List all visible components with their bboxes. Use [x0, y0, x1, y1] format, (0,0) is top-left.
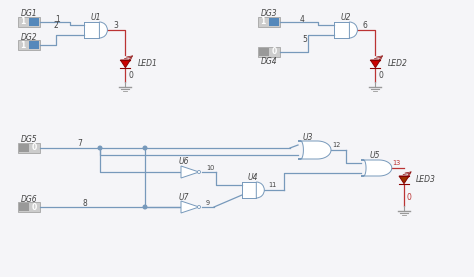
FancyBboxPatch shape: [258, 17, 280, 27]
Polygon shape: [371, 60, 380, 68]
FancyBboxPatch shape: [258, 47, 280, 57]
Text: 1: 1: [21, 40, 26, 50]
Text: 0: 0: [407, 194, 412, 202]
Text: DG4: DG4: [261, 58, 278, 66]
Circle shape: [198, 171, 201, 173]
Circle shape: [143, 205, 147, 209]
Text: 9: 9: [206, 200, 210, 206]
Text: DG5: DG5: [21, 135, 37, 145]
Wedge shape: [100, 22, 108, 38]
Text: 12: 12: [332, 142, 340, 148]
Polygon shape: [298, 141, 331, 159]
Bar: [28, 18, 39, 26]
Text: 7: 7: [78, 140, 82, 148]
Text: 0: 0: [128, 71, 133, 81]
Text: U4: U4: [248, 173, 258, 181]
Polygon shape: [181, 201, 199, 213]
Bar: [19, 144, 29, 152]
Text: DG6: DG6: [21, 194, 37, 204]
Text: DG3: DG3: [261, 9, 278, 19]
Text: DG1: DG1: [21, 9, 37, 19]
Bar: [84, 22, 100, 38]
Bar: [334, 22, 349, 38]
Text: LED1: LED1: [137, 58, 157, 68]
Bar: [19, 203, 29, 211]
Text: 0: 0: [378, 71, 383, 81]
Text: 3: 3: [113, 22, 118, 30]
Text: 0: 0: [32, 202, 37, 212]
Text: 5: 5: [302, 35, 308, 45]
Text: U7: U7: [179, 193, 189, 201]
Text: 1: 1: [21, 17, 26, 27]
Bar: [242, 182, 256, 198]
Bar: [28, 41, 39, 49]
Circle shape: [143, 146, 147, 150]
FancyBboxPatch shape: [18, 202, 40, 212]
Text: LED3: LED3: [416, 175, 436, 183]
Polygon shape: [120, 60, 130, 68]
Text: DG2: DG2: [21, 32, 37, 42]
Polygon shape: [361, 160, 392, 176]
Text: 2: 2: [54, 20, 58, 29]
Text: 8: 8: [82, 199, 87, 207]
Text: 13: 13: [392, 160, 400, 166]
Text: 4: 4: [300, 14, 304, 24]
Text: 0: 0: [272, 47, 277, 57]
FancyBboxPatch shape: [18, 143, 40, 153]
Text: 1: 1: [55, 14, 60, 24]
Text: U1: U1: [91, 12, 101, 22]
Circle shape: [98, 146, 102, 150]
Wedge shape: [349, 22, 357, 38]
Text: 6: 6: [363, 22, 368, 30]
Polygon shape: [399, 176, 409, 184]
FancyBboxPatch shape: [18, 17, 40, 27]
Text: LED2: LED2: [387, 58, 407, 68]
Text: 1: 1: [261, 17, 266, 27]
Text: U6: U6: [179, 158, 189, 166]
Circle shape: [198, 206, 201, 209]
FancyBboxPatch shape: [18, 40, 40, 50]
Bar: [259, 48, 269, 56]
Text: 11: 11: [268, 182, 276, 188]
Text: U3: U3: [303, 132, 313, 142]
Polygon shape: [181, 166, 199, 178]
Text: 0: 0: [32, 143, 37, 153]
Wedge shape: [256, 182, 264, 198]
Bar: [269, 18, 279, 26]
Text: U5: U5: [370, 150, 380, 160]
Text: U2: U2: [341, 12, 351, 22]
Text: 10: 10: [206, 165, 214, 171]
